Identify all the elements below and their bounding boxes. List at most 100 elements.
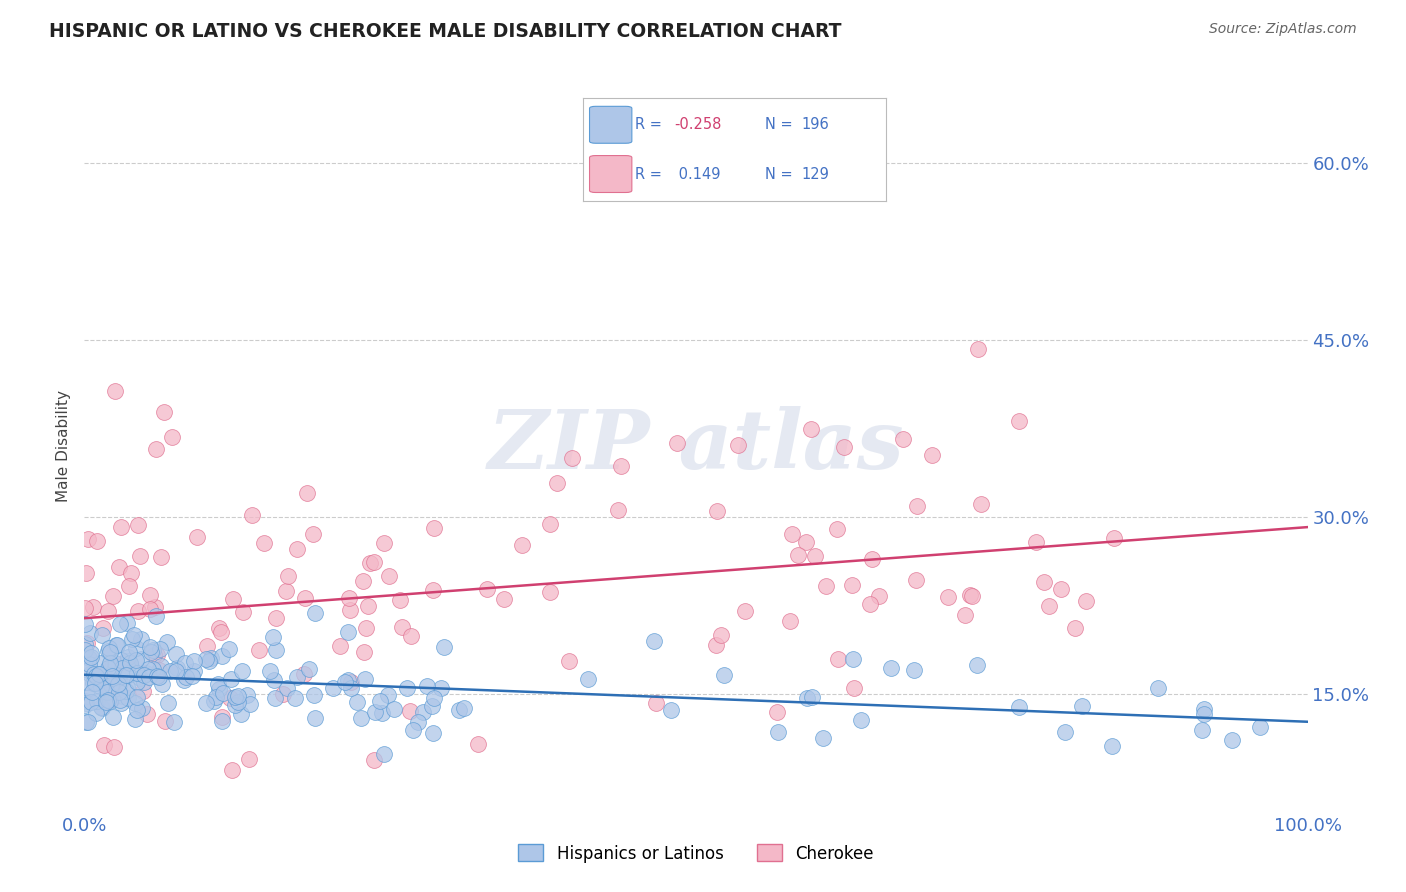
Point <box>921 448 943 462</box>
Point <box>104 657 127 671</box>
Point <box>391 620 413 634</box>
Text: ZIP atlas: ZIP atlas <box>488 406 904 486</box>
Point <box>423 521 446 535</box>
Point <box>373 535 395 549</box>
Point <box>905 499 928 513</box>
Point <box>125 640 148 655</box>
Point <box>240 508 263 522</box>
Point <box>111 661 134 675</box>
Point <box>851 713 873 727</box>
Point <box>146 669 169 683</box>
Point <box>422 583 444 598</box>
Point <box>75 675 97 690</box>
Point <box>145 442 167 456</box>
Point <box>75 566 97 580</box>
Text: -0.258: -0.258 <box>675 117 721 132</box>
Point <box>211 714 233 729</box>
Point <box>713 668 735 682</box>
Point <box>108 560 131 574</box>
Point <box>153 714 176 728</box>
Point <box>90 701 112 715</box>
Point <box>264 611 287 625</box>
Point <box>75 714 97 729</box>
Point <box>880 661 903 675</box>
Point <box>101 659 124 673</box>
Point <box>75 617 97 632</box>
Point <box>73 637 96 651</box>
Point <box>395 681 418 695</box>
Point <box>205 690 228 704</box>
Point <box>105 638 128 652</box>
Point <box>706 504 728 518</box>
Point <box>226 690 249 704</box>
Point <box>276 681 298 696</box>
Point <box>75 698 97 712</box>
Point <box>1074 594 1097 608</box>
Point <box>1191 723 1213 738</box>
Point <box>302 688 325 702</box>
Point <box>127 517 149 532</box>
Point <box>803 549 825 564</box>
Point <box>114 683 136 698</box>
Point <box>576 673 599 687</box>
Point <box>904 573 927 587</box>
Point <box>1038 599 1060 614</box>
Point <box>110 697 132 711</box>
Point <box>1249 721 1271 735</box>
Point <box>183 664 205 678</box>
Point <box>449 703 471 717</box>
Point <box>115 667 138 681</box>
Point <box>304 607 326 621</box>
Point <box>218 641 240 656</box>
Point <box>226 695 249 709</box>
Point <box>200 651 222 665</box>
Point <box>149 642 172 657</box>
Point <box>433 640 456 654</box>
Point <box>247 643 270 657</box>
Point <box>287 670 309 684</box>
Point <box>284 691 307 706</box>
Y-axis label: Male Disability: Male Disability <box>56 390 72 502</box>
Point <box>115 680 138 694</box>
Point <box>160 430 183 444</box>
Point <box>208 621 231 635</box>
Point <box>112 656 135 670</box>
Point <box>173 657 195 671</box>
Point <box>76 532 98 546</box>
Point <box>373 747 395 762</box>
Point <box>195 696 218 710</box>
Point <box>207 677 229 691</box>
Point <box>111 689 134 703</box>
Point <box>82 676 104 690</box>
Point <box>766 725 789 739</box>
Point <box>91 622 114 636</box>
Point <box>211 648 233 663</box>
Point <box>180 669 202 683</box>
Point <box>148 670 170 684</box>
FancyBboxPatch shape <box>589 155 631 193</box>
Point <box>219 672 242 686</box>
Point <box>122 628 145 642</box>
Point <box>174 670 197 684</box>
Point <box>118 578 141 592</box>
Point <box>110 520 132 534</box>
Point <box>298 662 321 676</box>
Point <box>224 698 246 712</box>
Point <box>143 600 166 615</box>
Point <box>84 676 107 690</box>
Point <box>322 681 344 696</box>
Point <box>83 667 105 681</box>
Point <box>110 693 132 707</box>
Point <box>794 535 817 549</box>
Point <box>420 699 443 714</box>
Point <box>354 673 377 687</box>
Point <box>79 695 101 709</box>
Point <box>80 684 103 698</box>
Point <box>139 644 162 658</box>
Point <box>79 666 101 681</box>
Point <box>706 638 728 652</box>
Point <box>101 669 124 683</box>
Point <box>264 643 287 657</box>
Point <box>143 648 166 662</box>
Point <box>1192 707 1215 722</box>
